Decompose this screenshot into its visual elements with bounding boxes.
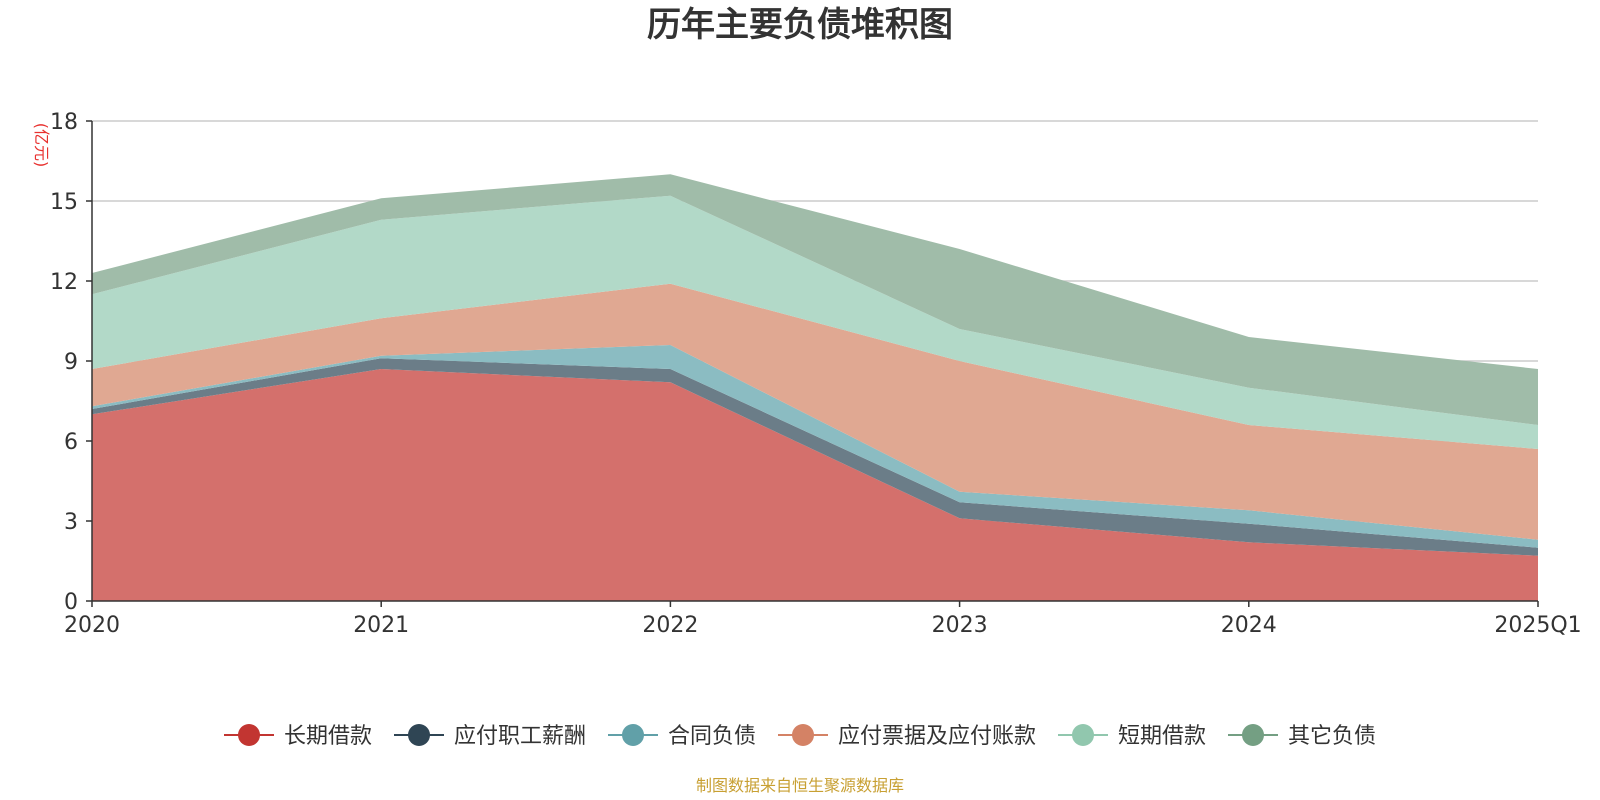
y-tick-label: 3 bbox=[64, 510, 78, 535]
x-tick-label: 2025Q1 bbox=[1494, 613, 1581, 638]
legend-label: 其它负债 bbox=[1288, 724, 1376, 749]
y-tick-label: 9 bbox=[64, 350, 78, 375]
y-tick-label: 12 bbox=[50, 270, 78, 295]
x-tick-label: 2022 bbox=[642, 613, 698, 638]
legend-label: 长期借款 bbox=[284, 724, 372, 749]
y-tick-label: 18 bbox=[50, 110, 78, 135]
legend-label: 应付票据及应付账款 bbox=[838, 724, 1036, 749]
legend-marker bbox=[622, 724, 644, 746]
legend-item-4[interactable]: 短期借款 bbox=[1058, 724, 1206, 749]
y-tick-label: 15 bbox=[50, 190, 78, 215]
chart-title: 历年主要负债堆积图 bbox=[647, 5, 953, 45]
area-series-2[interactable] bbox=[92, 345, 1538, 548]
legend-marker bbox=[1242, 724, 1264, 746]
legend-label: 应付职工薪酬 bbox=[454, 724, 586, 749]
legend-label: 短期借款 bbox=[1118, 724, 1206, 749]
legend-marker bbox=[1072, 724, 1094, 746]
legend: 长期借款 应付职工薪酬 合同负债 应付票据及应付账款 短期借款 其它负债 bbox=[224, 724, 1376, 749]
legend-item-3[interactable]: 应付票据及应付账款 bbox=[778, 724, 1036, 749]
x-tick-label: 2024 bbox=[1221, 613, 1277, 638]
area-series-3[interactable] bbox=[92, 283, 1538, 540]
area-series-5[interactable] bbox=[92, 174, 1538, 425]
y-tick-label: 0 bbox=[64, 590, 78, 615]
area-series-4[interactable] bbox=[92, 195, 1538, 449]
legend-item-2[interactable]: 合同负债 bbox=[608, 724, 756, 749]
y-tick-label: 6 bbox=[64, 430, 78, 455]
area-series bbox=[92, 174, 1538, 601]
axes: 0 3 6 9 12 15 18 2020 2021 2022 2023 2024 2025Q1 bbox=[50, 110, 1582, 638]
legend-marker bbox=[238, 724, 260, 746]
legend-marker bbox=[408, 724, 430, 746]
y-axis-unit: (亿元) bbox=[32, 123, 51, 168]
x-tick-label: 2020 bbox=[64, 613, 120, 638]
legend-item-5[interactable]: 其它负债 bbox=[1228, 724, 1376, 749]
x-tick-label: 2021 bbox=[353, 613, 409, 638]
legend-item-0[interactable]: 长期借款 bbox=[224, 724, 372, 749]
source-note: 制图数据来自恒生聚源数据库 bbox=[696, 776, 904, 795]
legend-item-1[interactable]: 应付职工薪酬 bbox=[394, 724, 586, 749]
legend-marker bbox=[792, 724, 814, 746]
x-tick-label: 2023 bbox=[932, 613, 988, 638]
area-series-1[interactable] bbox=[92, 358, 1538, 556]
area-series-0[interactable] bbox=[92, 369, 1538, 601]
legend-label: 合同负债 bbox=[668, 724, 756, 749]
